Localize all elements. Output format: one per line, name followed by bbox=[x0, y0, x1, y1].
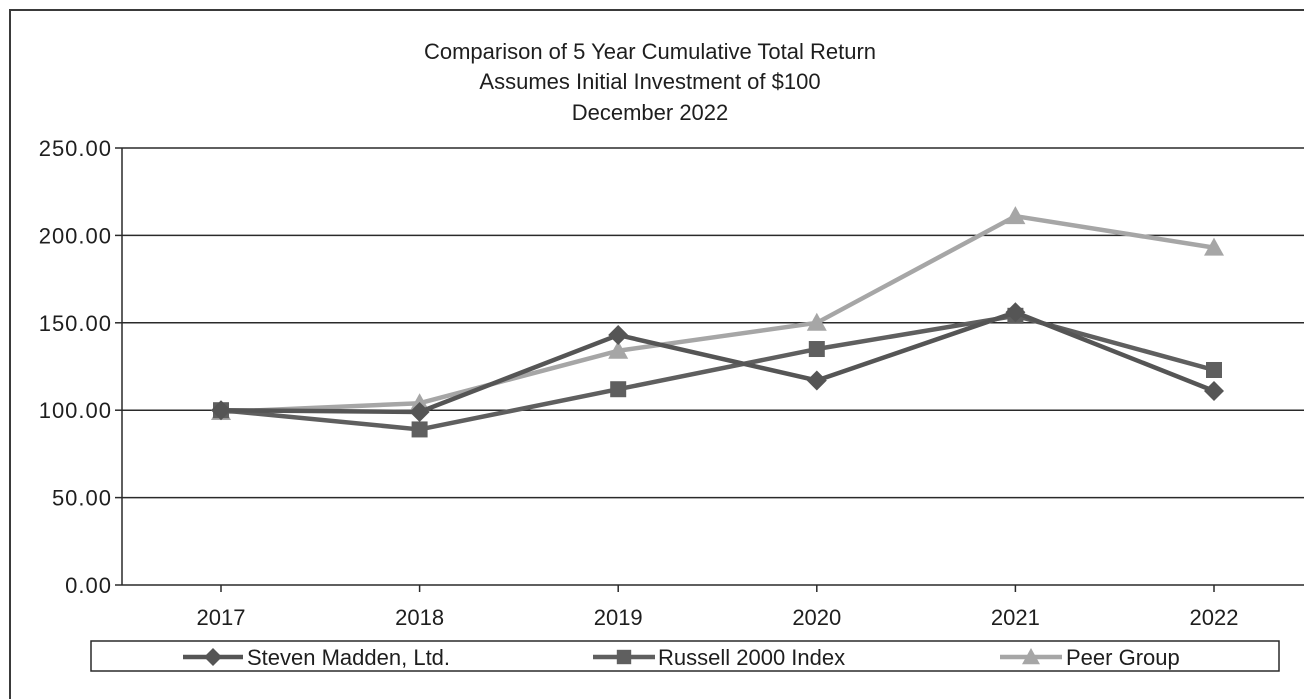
triangle-marker bbox=[1204, 237, 1224, 256]
diamond-marker bbox=[608, 325, 629, 346]
y-tick-label: 0.00 bbox=[65, 573, 112, 598]
legend: Steven Madden, Ltd. Russell 2000 Index Pee… bbox=[90, 640, 1280, 672]
diamond-marker bbox=[806, 370, 827, 391]
diamond-marker bbox=[211, 400, 231, 421]
gridlines bbox=[122, 147, 1304, 499]
square-marker bbox=[1206, 361, 1222, 378]
chart-title-line-1: Comparison of 5 Year Cumulative Total Re… bbox=[423, 39, 877, 64]
series-lines bbox=[211, 206, 1224, 438]
y-tick-label: 250.00 bbox=[39, 136, 112, 161]
y-tick-label: 100.00 bbox=[39, 398, 112, 423]
triangle-marker bbox=[806, 312, 827, 331]
y-tick-label: 50.00 bbox=[52, 486, 112, 511]
legend-label: Russell 2000 Index bbox=[658, 645, 845, 670]
series-peer-group bbox=[211, 206, 1224, 420]
diamond-marker bbox=[409, 401, 430, 422]
diamond-marker bbox=[1005, 302, 1026, 323]
legend-item: Peer Group bbox=[1000, 645, 1180, 670]
triangle-marker bbox=[1005, 206, 1026, 225]
chart-title-line-2: Assumes Initial Investment of $100 bbox=[479, 69, 821, 94]
triangle-marker bbox=[608, 340, 629, 359]
x-tick-label: 2021 bbox=[991, 605, 1040, 630]
square-marker bbox=[610, 381, 627, 398]
axes bbox=[115, 147, 1304, 592]
series-steven-madden-ltd bbox=[211, 302, 1224, 422]
y-tick-label: 150.00 bbox=[39, 311, 112, 336]
x-tick-label: 2020 bbox=[792, 605, 841, 630]
y-tick-labels: 0.00 50.00 100.00 150.00 200.00 250.00 bbox=[39, 136, 112, 598]
series-russell-2000-index bbox=[213, 307, 1222, 438]
triangle-marker bbox=[1022, 648, 1040, 665]
y-tick-label: 200.00 bbox=[39, 223, 112, 248]
legend-box bbox=[90, 640, 1280, 672]
x-tick-label: 2017 bbox=[197, 605, 246, 630]
x-tick-label: 2018 bbox=[395, 605, 444, 630]
chart-title-line-3: December 2022 bbox=[571, 100, 729, 125]
diamond-marker bbox=[204, 648, 222, 666]
x-tick-label: 2019 bbox=[594, 605, 643, 630]
legend-item: Russell 2000 Index bbox=[593, 645, 845, 670]
square-marker bbox=[808, 341, 825, 358]
diamond-marker bbox=[1204, 380, 1224, 401]
chart-frame bbox=[9, 9, 1304, 699]
legend-label: Steven Madden, Ltd. bbox=[247, 645, 450, 670]
x-tick-label: 2022 bbox=[1190, 605, 1239, 630]
square-marker bbox=[616, 649, 632, 665]
series-line bbox=[220, 310, 1215, 415]
series-line bbox=[220, 213, 1215, 415]
legend-item: Steven Madden, Ltd. bbox=[183, 645, 450, 670]
x-tick-labels: 2017 2018 2019 2020 2021 2022 bbox=[197, 605, 1239, 630]
square-marker bbox=[411, 421, 428, 438]
legend-label: Peer Group bbox=[1066, 645, 1180, 670]
